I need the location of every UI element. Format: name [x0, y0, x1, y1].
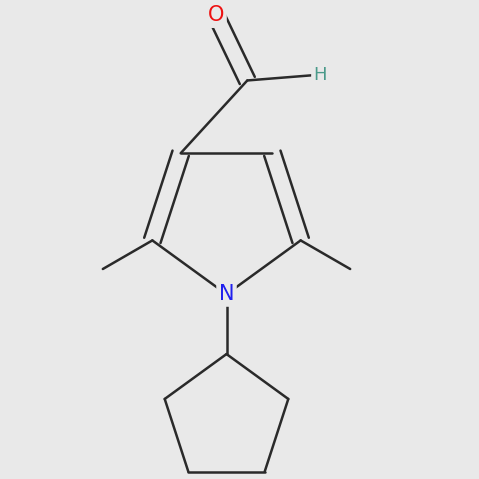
- Text: H: H: [313, 66, 327, 84]
- Text: N: N: [219, 285, 234, 304]
- Text: O: O: [208, 5, 224, 25]
